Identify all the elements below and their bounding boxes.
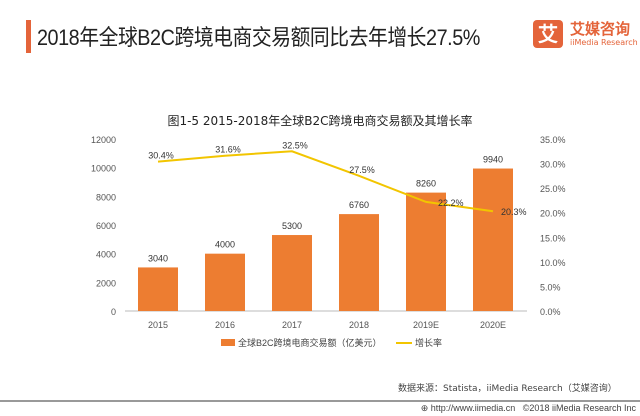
growth-rate-line	[157, 150, 494, 213]
right-tick-label: 30.0%	[540, 160, 566, 170]
right-tick-label: 20.0%	[540, 209, 566, 219]
line-value-label: 31.6%	[215, 145, 241, 155]
line-value-label: 27.5%	[349, 165, 375, 175]
bar-value-label: 5300	[282, 221, 302, 231]
left-tick-label: 0	[111, 307, 116, 317]
right-tick-label: 15.0%	[540, 233, 566, 243]
line-value-label: 20.3%	[501, 207, 527, 217]
legend-bar-label: 全球B2C跨境电商交易额（亿美元）	[238, 337, 382, 348]
footer: ⊕ http://www.iimedia.cn ©2018 iiMedia Re…	[421, 403, 636, 414]
bar	[138, 267, 178, 311]
bar	[272, 235, 312, 311]
bar-value-label: 9940	[483, 155, 503, 165]
logo-text-en: iiMedia Research	[570, 38, 638, 47]
right-tick-label: 10.0%	[540, 258, 566, 268]
x-tick-label: 2017	[282, 320, 302, 330]
bar	[406, 192, 446, 311]
x-tick-label: 2018	[349, 320, 369, 330]
right-tick-label: 35.0%	[540, 135, 566, 145]
x-tick-label: 2019E	[413, 320, 439, 330]
x-tick-label: 2020E	[480, 320, 506, 330]
line-value-label: 30.4%	[148, 151, 174, 161]
left-tick-label: 12000	[91, 135, 116, 145]
data-source: 数据来源：Statista，iiMedia Research（艾媒咨询）	[398, 384, 617, 394]
x-tick-label: 2015	[148, 320, 168, 330]
page-title: 2018年全球B2C跨境电商交易额同比去年增长27.5%	[37, 25, 480, 50]
logo-text-cn: 艾媒咨询	[570, 20, 631, 38]
legend-bar-swatch	[221, 339, 235, 346]
logo-mark: 艾	[533, 20, 563, 48]
bar-value-label: 8260	[416, 179, 436, 189]
right-tick-label: 0.0%	[540, 307, 561, 317]
line-value-label: 22.2%	[438, 198, 464, 208]
chart-title: 图1-5 2015-2018年全球B2C跨境电商交易额及其增长率	[167, 114, 473, 128]
left-tick-label: 6000	[96, 221, 116, 231]
bar	[205, 253, 245, 311]
legend-line-label: 增长率	[415, 337, 442, 348]
website-link[interactable]: ⊕ http://www.iimedia.cn	[420, 403, 516, 413]
left-tick-label: 4000	[96, 250, 116, 260]
right-tick-label: 5.0%	[540, 282, 561, 292]
copyright: ©2018 iiMedia Research Inc	[522, 403, 636, 413]
left-tick-label: 8000	[96, 192, 116, 202]
right-tick-label: 25.0%	[540, 184, 566, 194]
bar-value-label: 6760	[349, 200, 369, 210]
footer-divider	[0, 400, 640, 402]
line-value-label: 32.5%	[282, 140, 308, 150]
bar-value-label: 3040	[148, 253, 168, 263]
bar	[339, 214, 379, 311]
left-tick-label: 10000	[91, 164, 116, 174]
title-accent-bar	[26, 20, 31, 53]
x-tick-label: 2016	[215, 320, 235, 330]
bar-value-label: 4000	[215, 240, 235, 250]
bar	[473, 168, 513, 311]
left-tick-label: 2000	[96, 278, 116, 288]
